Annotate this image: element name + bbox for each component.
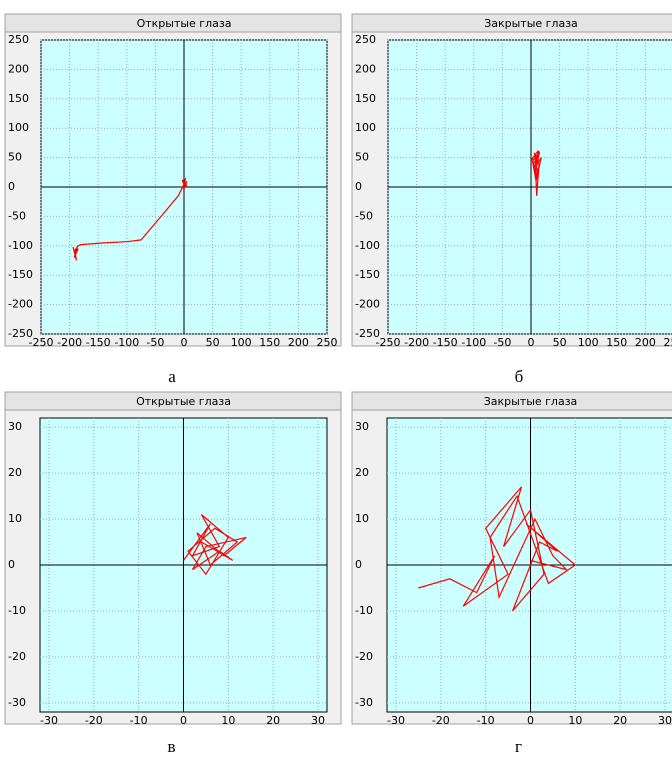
trajectory xyxy=(72,178,188,261)
y-tick-label: -100 xyxy=(8,239,33,252)
title-bar xyxy=(4,13,342,33)
title-bar xyxy=(4,391,342,411)
y-tick-label: 0 xyxy=(355,558,362,571)
x-tick-label: -100 xyxy=(461,336,486,349)
x-tick-label: -30 xyxy=(387,714,405,727)
x-tick-label: 100 xyxy=(231,336,252,349)
x-tick-label: -20 xyxy=(432,714,450,727)
chart-title: Открытые глаза xyxy=(137,17,232,30)
y-tick-label: 200 xyxy=(355,62,376,75)
y-tick-label: 0 xyxy=(8,558,15,571)
y-tick-label: -50 xyxy=(8,209,26,222)
y-tick-label: 50 xyxy=(8,151,22,164)
x-tick-label: 200 xyxy=(288,336,309,349)
y-tick-label: -10 xyxy=(355,604,373,617)
x-tick-label: 200 xyxy=(635,336,656,349)
y-tick-label: 150 xyxy=(355,92,376,105)
y-tick-label: 250 xyxy=(355,33,376,46)
y-tick-label: -20 xyxy=(8,650,26,663)
x-tick-label: 250 xyxy=(317,336,338,349)
x-tick-label: -50 xyxy=(493,336,511,349)
y-tick-label: 30 xyxy=(355,420,369,433)
x-tick-label: -200 xyxy=(57,336,82,349)
panel-caption: а xyxy=(168,367,176,386)
y-tick-label: -50 xyxy=(355,209,373,222)
x-tick-label: 100 xyxy=(578,336,599,349)
title-bar xyxy=(351,391,672,411)
x-tick-label: 0 xyxy=(527,714,534,727)
y-tick-label: 200 xyxy=(8,62,29,75)
x-tick-label: -20 xyxy=(85,714,103,727)
y-tick-label: -200 xyxy=(355,298,380,311)
x-tick-label: 150 xyxy=(606,336,627,349)
x-tick-label: -10 xyxy=(130,714,148,727)
y-tick-label: 10 xyxy=(8,512,22,525)
y-tick-label: -30 xyxy=(8,696,26,709)
panel-caption: б xyxy=(515,367,524,386)
title-bar xyxy=(351,13,672,33)
x-tick-label: 10 xyxy=(568,714,582,727)
x-tick-label: 20 xyxy=(266,714,280,727)
trajectory xyxy=(418,486,577,612)
x-tick-label: 50 xyxy=(553,336,567,349)
x-tick-label: 20 xyxy=(613,714,627,727)
x-tick-label: 30 xyxy=(311,714,325,727)
y-tick-label: -10 xyxy=(8,604,26,617)
x-tick-label: -250 xyxy=(29,336,54,349)
panel-caption: в xyxy=(167,737,175,756)
y-tick-label: -30 xyxy=(355,696,373,709)
x-tick-label: -200 xyxy=(404,336,429,349)
x-tick-label: -150 xyxy=(433,336,458,349)
x-tick-label: 10 xyxy=(221,714,235,727)
chart-title: Закрытые глаза xyxy=(484,17,578,30)
trajectory xyxy=(183,514,247,576)
y-tick-label: 20 xyxy=(8,466,22,479)
trajectory xyxy=(531,150,542,196)
y-tick-label: 10 xyxy=(355,512,369,525)
y-tick-label: 150 xyxy=(8,92,29,105)
y-tick-label: 0 xyxy=(8,180,15,193)
y-tick-label: 0 xyxy=(355,180,362,193)
y-tick-label: -250 xyxy=(8,327,33,340)
x-tick-label: -50 xyxy=(146,336,164,349)
x-tick-label: 250 xyxy=(664,336,672,349)
chart-panel: Закрытые глаза -30 -20 -10 0 10 20 30 -30 -20 -10 0… xyxy=(351,391,672,756)
y-tick-label: -150 xyxy=(355,268,380,281)
y-tick-label: -200 xyxy=(8,298,33,311)
x-tick-label: 0 xyxy=(181,336,188,349)
y-tick-label: 30 xyxy=(8,420,22,433)
x-tick-label: 0 xyxy=(180,714,187,727)
x-tick-label: -150 xyxy=(86,336,111,349)
x-tick-label: -10 xyxy=(477,714,495,727)
y-tick-label: 50 xyxy=(355,151,369,164)
y-tick-label: 100 xyxy=(8,121,29,134)
chart-title: Закрытые глаза xyxy=(484,395,578,408)
y-tick-label: -150 xyxy=(8,268,33,281)
x-tick-label: 50 xyxy=(206,336,220,349)
x-tick-label: 150 xyxy=(259,336,280,349)
x-tick-label: 30 xyxy=(658,714,672,727)
y-tick-label: 100 xyxy=(355,121,376,134)
x-tick-label: -100 xyxy=(114,336,139,349)
y-tick-label: -250 xyxy=(355,327,380,340)
y-tick-label: -100 xyxy=(355,239,380,252)
y-tick-label: 20 xyxy=(355,466,369,479)
chart-title: Открытые глаза xyxy=(136,395,231,408)
y-tick-label: 250 xyxy=(8,33,29,46)
y-tick-label: -20 xyxy=(355,650,373,663)
chart-panel: Закрытые глаза-250 -200 -150 -100 -50 0 50 100 1… xyxy=(351,13,672,386)
x-tick-label: -30 xyxy=(40,714,58,727)
chart-panel: Открытые глаза -30 -20 -10 0 10 20 30 -30 -20 -10 0… xyxy=(4,391,342,756)
x-tick-label: -250 xyxy=(376,336,401,349)
chart-panel: Открытые глаза-250 -200 -150 -100 -50 0 50 100 1… xyxy=(4,13,342,386)
x-tick-label: 0 xyxy=(528,336,535,349)
panel-caption: г xyxy=(515,737,522,756)
